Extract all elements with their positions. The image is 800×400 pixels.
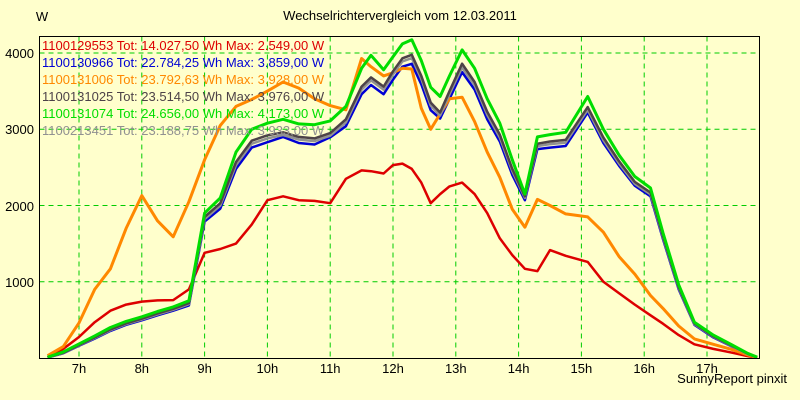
legend-item-1100131025: 1100131025 Tot: 23.514,50 Wh Max: 3.976,… <box>42 89 325 104</box>
x-tick-label: 10h <box>256 361 279 376</box>
x-tick-label: 16h <box>633 361 656 376</box>
page-title: Wechselrichtervergleich vom 12.03.2011 <box>283 8 517 23</box>
legend-item-1100131074: 1100131074 Tot: 24.656,00 Wh Max: 4.173,… <box>42 106 325 121</box>
axis-frame <box>39 36 760 359</box>
chart-legend: 1100129553 Tot: 14.027,50 Wh Max: 2.549,… <box>42 37 324 139</box>
series-line-1100131006 <box>46 57 758 360</box>
x-tick-label: 11h <box>319 361 341 376</box>
x-tick-label: 12h <box>382 361 404 376</box>
series-line-1100131074 <box>47 38 758 359</box>
footer-credit: SunnyReport pinxit <box>677 371 787 386</box>
y-axis-unit-label: W <box>35 9 49 24</box>
x-tick-label: 13h <box>444 361 467 376</box>
series-line-1100131025 <box>47 53 758 359</box>
x-tick-label: 8h <box>134 361 150 376</box>
legend-item-1100131006: 1100131006 Tot: 23.792,63 Wh Max: 3.928,… <box>42 72 325 87</box>
x-tick-label: 14h <box>507 361 530 376</box>
y-tick-label: 1000 <box>5 274 34 290</box>
plot-background <box>39 36 760 359</box>
x-tick-label: 17h <box>696 361 718 376</box>
x-tick-label: 9h <box>197 361 212 376</box>
x-tick-label: 15h <box>570 361 593 376</box>
legend-item-1100130966: 1100130966 Tot: 22.784,25 Wh Max: 3.859,… <box>42 55 325 70</box>
y-tick-label: 3000 <box>5 122 34 138</box>
y-tick-label: 2000 <box>5 198 34 214</box>
x-tick-label: 7h <box>71 361 87 376</box>
legend-item-1100213451: 1100213451 Tot: 23.188,75 Wh Max: 3.933,… <box>42 123 325 138</box>
y-tick-label: 4000 <box>5 46 34 61</box>
series-line-1100129553 <box>46 162 758 360</box>
legend-item-1100129553: 1100129553 Tot: 14.027,50 Wh Max: 2.549,… <box>42 38 325 53</box>
